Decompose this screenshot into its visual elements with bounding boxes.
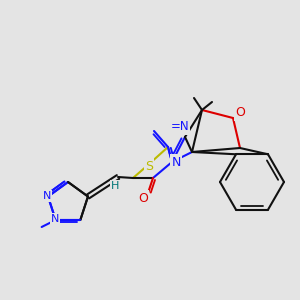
Text: O: O [235,106,245,119]
Text: N: N [171,155,181,169]
Text: =N: =N [171,121,189,134]
Text: H: H [111,181,119,191]
Text: S: S [145,160,153,172]
Text: N: N [43,191,51,201]
Text: O: O [138,191,148,205]
Text: N: N [51,214,59,224]
